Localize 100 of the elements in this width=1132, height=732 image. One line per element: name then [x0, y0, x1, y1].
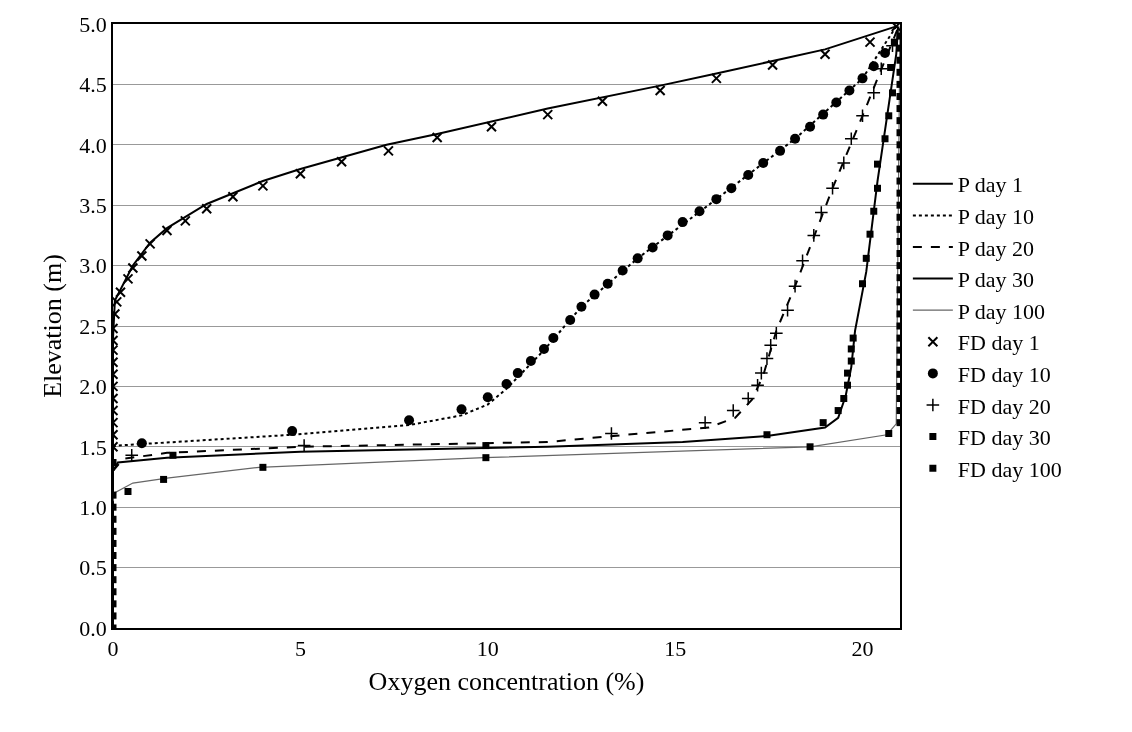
- point: [257, 180, 269, 192]
- point: [287, 426, 298, 437]
- point: [525, 356, 536, 367]
- x-tick-label: 5: [294, 636, 306, 662]
- point: [881, 135, 889, 143]
- point: [169, 451, 177, 459]
- y-tick-label: 3.0: [79, 253, 107, 279]
- point: [767, 59, 779, 71]
- point: [814, 205, 829, 220]
- point: [501, 378, 512, 389]
- point: [795, 253, 810, 268]
- x-tick-label: 0: [107, 636, 119, 662]
- point: [711, 194, 722, 205]
- legend-label: P day 20: [957, 235, 1035, 261]
- y-tick-label: 5.0: [79, 11, 107, 37]
- point: [859, 280, 867, 288]
- point: [806, 228, 821, 243]
- point: [512, 368, 523, 379]
- point: [889, 89, 896, 97]
- point: [844, 85, 855, 96]
- point: [870, 207, 878, 215]
- point: [769, 326, 784, 341]
- legend-label: FD day 30: [957, 425, 1051, 451]
- point: [677, 217, 688, 228]
- point: [482, 442, 490, 450]
- point: [336, 156, 348, 168]
- point: [294, 168, 306, 180]
- point: [847, 357, 855, 365]
- point: [161, 225, 173, 237]
- point: [758, 157, 769, 168]
- point: [868, 61, 879, 72]
- point: [227, 191, 239, 203]
- point: [741, 391, 756, 406]
- legend-label: P day 10: [957, 203, 1035, 229]
- point: [750, 378, 765, 393]
- x-tick-label: 20: [851, 636, 874, 662]
- y-tick-label: 4.0: [79, 132, 107, 158]
- legend-label: FD day 20: [957, 393, 1051, 419]
- point: [726, 403, 741, 418]
- point: [589, 289, 600, 300]
- point: [726, 183, 737, 194]
- point: [780, 303, 795, 318]
- y-axis-title: Elevation (m): [38, 254, 68, 398]
- point: [805, 121, 816, 132]
- point: [763, 431, 771, 439]
- point: [825, 181, 840, 196]
- y-tick-label: 1.0: [79, 494, 107, 520]
- point: [880, 47, 891, 58]
- legend-label: P day 1: [957, 172, 1024, 198]
- y-tick-label: 1.5: [79, 434, 107, 460]
- point: [654, 84, 666, 96]
- point: [565, 314, 576, 325]
- point: [857, 73, 868, 84]
- point: [743, 170, 754, 180]
- point: [698, 415, 713, 430]
- point: [113, 296, 123, 308]
- point: [404, 415, 415, 426]
- point: [763, 338, 778, 353]
- y-tick-label: 3.5: [79, 192, 107, 218]
- point: [538, 343, 549, 354]
- y-tick-label: 2.0: [79, 374, 107, 400]
- point: [759, 351, 775, 366]
- point: [844, 381, 852, 389]
- legend-label: FD day 10: [957, 361, 1051, 387]
- point: [486, 121, 498, 133]
- point: [136, 438, 147, 449]
- point: [818, 109, 829, 120]
- legend-label: FD day 1: [957, 330, 1040, 356]
- point: [604, 426, 619, 441]
- x-tick-label: 15: [664, 636, 687, 662]
- x-axis-title: Oxygen concentration (%): [368, 667, 645, 697]
- point: [864, 36, 876, 48]
- point: [602, 278, 613, 289]
- point: [775, 145, 786, 156]
- point: [836, 155, 851, 170]
- point: [456, 404, 467, 415]
- y-tick-label: 2.5: [79, 313, 107, 339]
- point: [834, 407, 842, 415]
- point: [179, 215, 191, 227]
- point: [874, 184, 882, 192]
- point: [632, 253, 643, 264]
- point: [617, 265, 628, 276]
- point: [710, 72, 722, 84]
- point: [887, 63, 895, 71]
- point: [844, 369, 852, 377]
- point: [788, 279, 803, 294]
- y-tick-label: 4.5: [79, 72, 107, 98]
- legend-label: FD day 100: [957, 456, 1062, 482]
- point: [482, 392, 493, 403]
- point: [844, 131, 859, 146]
- point: [124, 448, 139, 463]
- legend-label: P day 100: [957, 298, 1046, 324]
- point: [790, 133, 801, 144]
- point: [694, 206, 705, 217]
- x-tick-label: 10: [476, 636, 499, 662]
- point: [144, 238, 156, 250]
- point: [819, 419, 827, 427]
- point: [122, 273, 134, 285]
- point: [874, 160, 882, 168]
- point: [890, 24, 900, 32]
